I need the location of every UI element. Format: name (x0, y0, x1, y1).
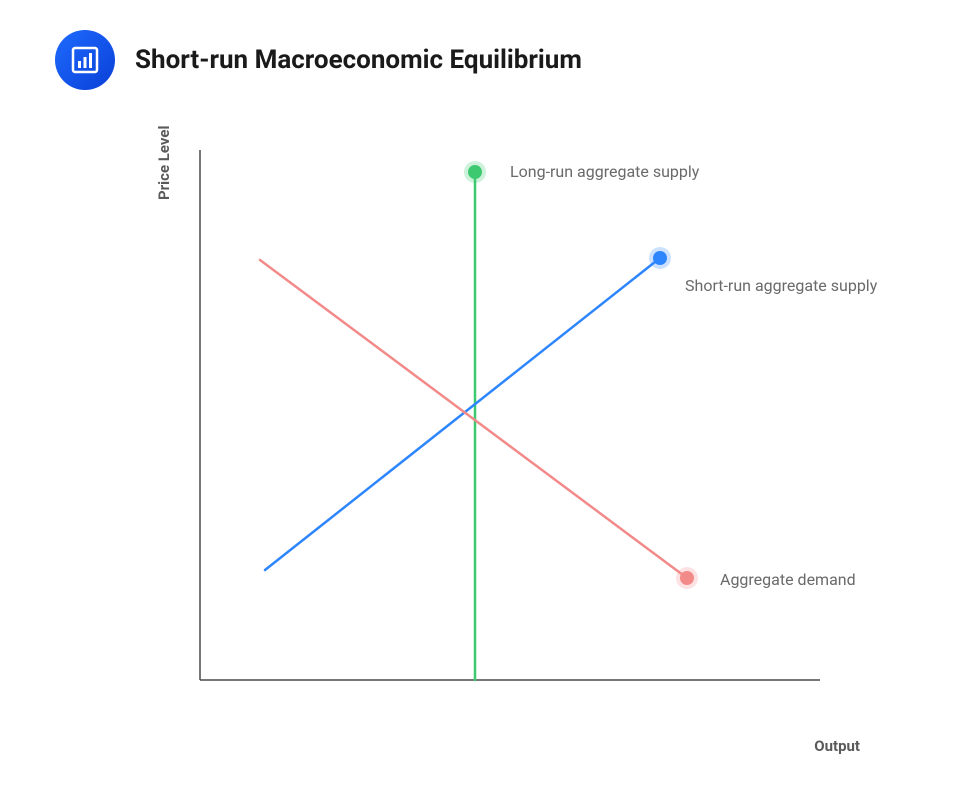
axes (200, 150, 820, 680)
y-axis-label: Price Level (155, 126, 173, 200)
sras-marker (653, 251, 667, 265)
lras-label: Long-run aggregate supply (510, 162, 699, 181)
lras-marker (468, 165, 482, 179)
curves (260, 161, 698, 680)
bar-chart-icon (69, 44, 101, 76)
chart-icon (55, 30, 115, 90)
x-axis-label: Output (814, 737, 860, 755)
sras-line (265, 258, 660, 570)
header: Short-run Macroeconomic Equilibrium (0, 0, 974, 90)
sras-label: Short-run aggregate supply (685, 276, 877, 295)
ad-label: Aggregate demand (720, 570, 856, 589)
page-title: Short-run Macroeconomic Equilibrium (135, 45, 582, 75)
chart-svg (170, 150, 920, 750)
ad-line (260, 260, 687, 578)
ad-marker (680, 571, 694, 585)
chart-area: Price Level Output Long-run aggregate su… (170, 150, 920, 750)
